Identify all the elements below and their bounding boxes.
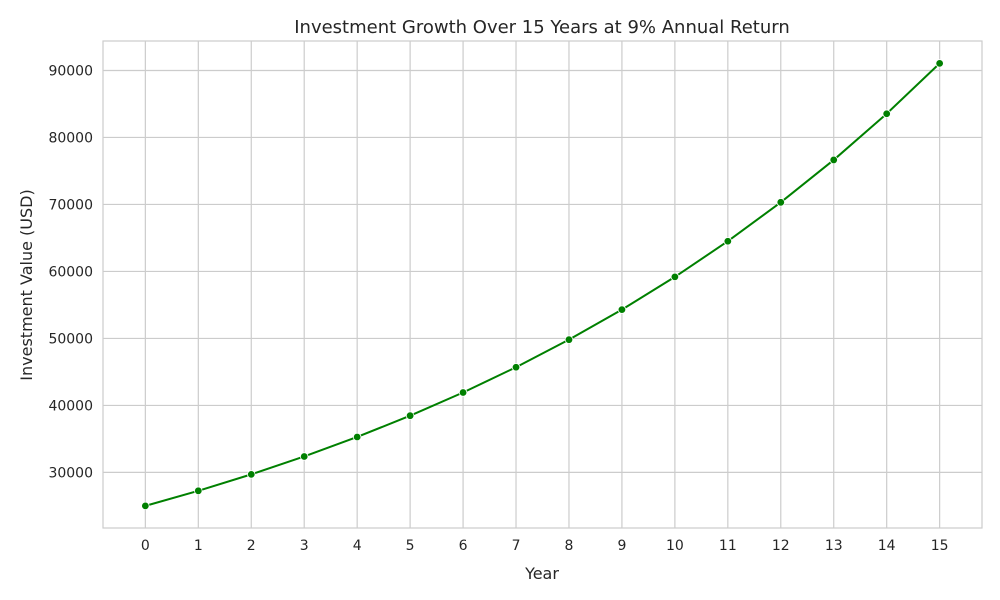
x-tick-label: 15 <box>931 538 949 554</box>
series-line <box>145 62 941 507</box>
y-tick-label: 70000 <box>48 197 93 213</box>
data-point <box>141 501 150 511</box>
x-tick-label: 5 <box>406 538 415 554</box>
y-tick-label: 60000 <box>48 264 93 280</box>
y-tick-label: 40000 <box>48 398 93 414</box>
x-tick-label: 10 <box>666 538 684 554</box>
chart-title: Investment Growth Over 15 Years at 9% An… <box>294 17 790 38</box>
data-point <box>776 198 785 207</box>
grid-lines <box>103 41 982 528</box>
data-point <box>300 452 309 461</box>
x-tick-label: 14 <box>878 538 896 554</box>
data-point <box>564 335 574 344</box>
data-point <box>352 432 362 442</box>
x-tick-label: 6 <box>459 538 468 554</box>
data-point <box>882 109 891 118</box>
data-point <box>511 363 521 372</box>
y-tick-label: 90000 <box>48 63 93 79</box>
y-tick-label: 80000 <box>48 130 93 146</box>
x-tick-label: 8 <box>565 538 574 554</box>
data-point <box>405 411 415 420</box>
y-tick-label: 30000 <box>48 465 93 481</box>
data-point <box>458 388 468 397</box>
x-tick-label: 3 <box>300 538 309 554</box>
x-tick-label: 1 <box>194 538 203 554</box>
plot-frame <box>102 40 983 529</box>
x-tick-label: 13 <box>825 538 843 554</box>
y-tick-labels: 30000 40000 50000 60000 70000 80000 90000 <box>48 63 93 481</box>
data-point <box>829 155 838 165</box>
y-axis-label: Investment Value (USD) <box>17 189 36 380</box>
x-tick-labels: 0 1 2 3 4 5 6 7 8 9 10 11 12 13 14 15 <box>141 538 949 554</box>
x-axis-label: Year <box>524 564 559 583</box>
x-tick-label: 12 <box>772 538 790 554</box>
y-tick-label: 50000 <box>48 331 93 347</box>
series-layer <box>141 59 944 511</box>
data-point <box>723 237 733 246</box>
data-point <box>194 486 203 496</box>
data-point <box>670 272 680 282</box>
x-tick-label: 11 <box>719 538 737 554</box>
data-point <box>617 305 627 314</box>
data-point <box>935 59 944 68</box>
data-point <box>247 470 256 479</box>
x-tick-label: 4 <box>353 538 362 554</box>
x-tick-label: 7 <box>512 538 521 554</box>
x-tick-label: 9 <box>617 538 626 554</box>
x-tick-label: 0 <box>141 538 150 554</box>
x-tick-label: 2 <box>247 538 256 554</box>
